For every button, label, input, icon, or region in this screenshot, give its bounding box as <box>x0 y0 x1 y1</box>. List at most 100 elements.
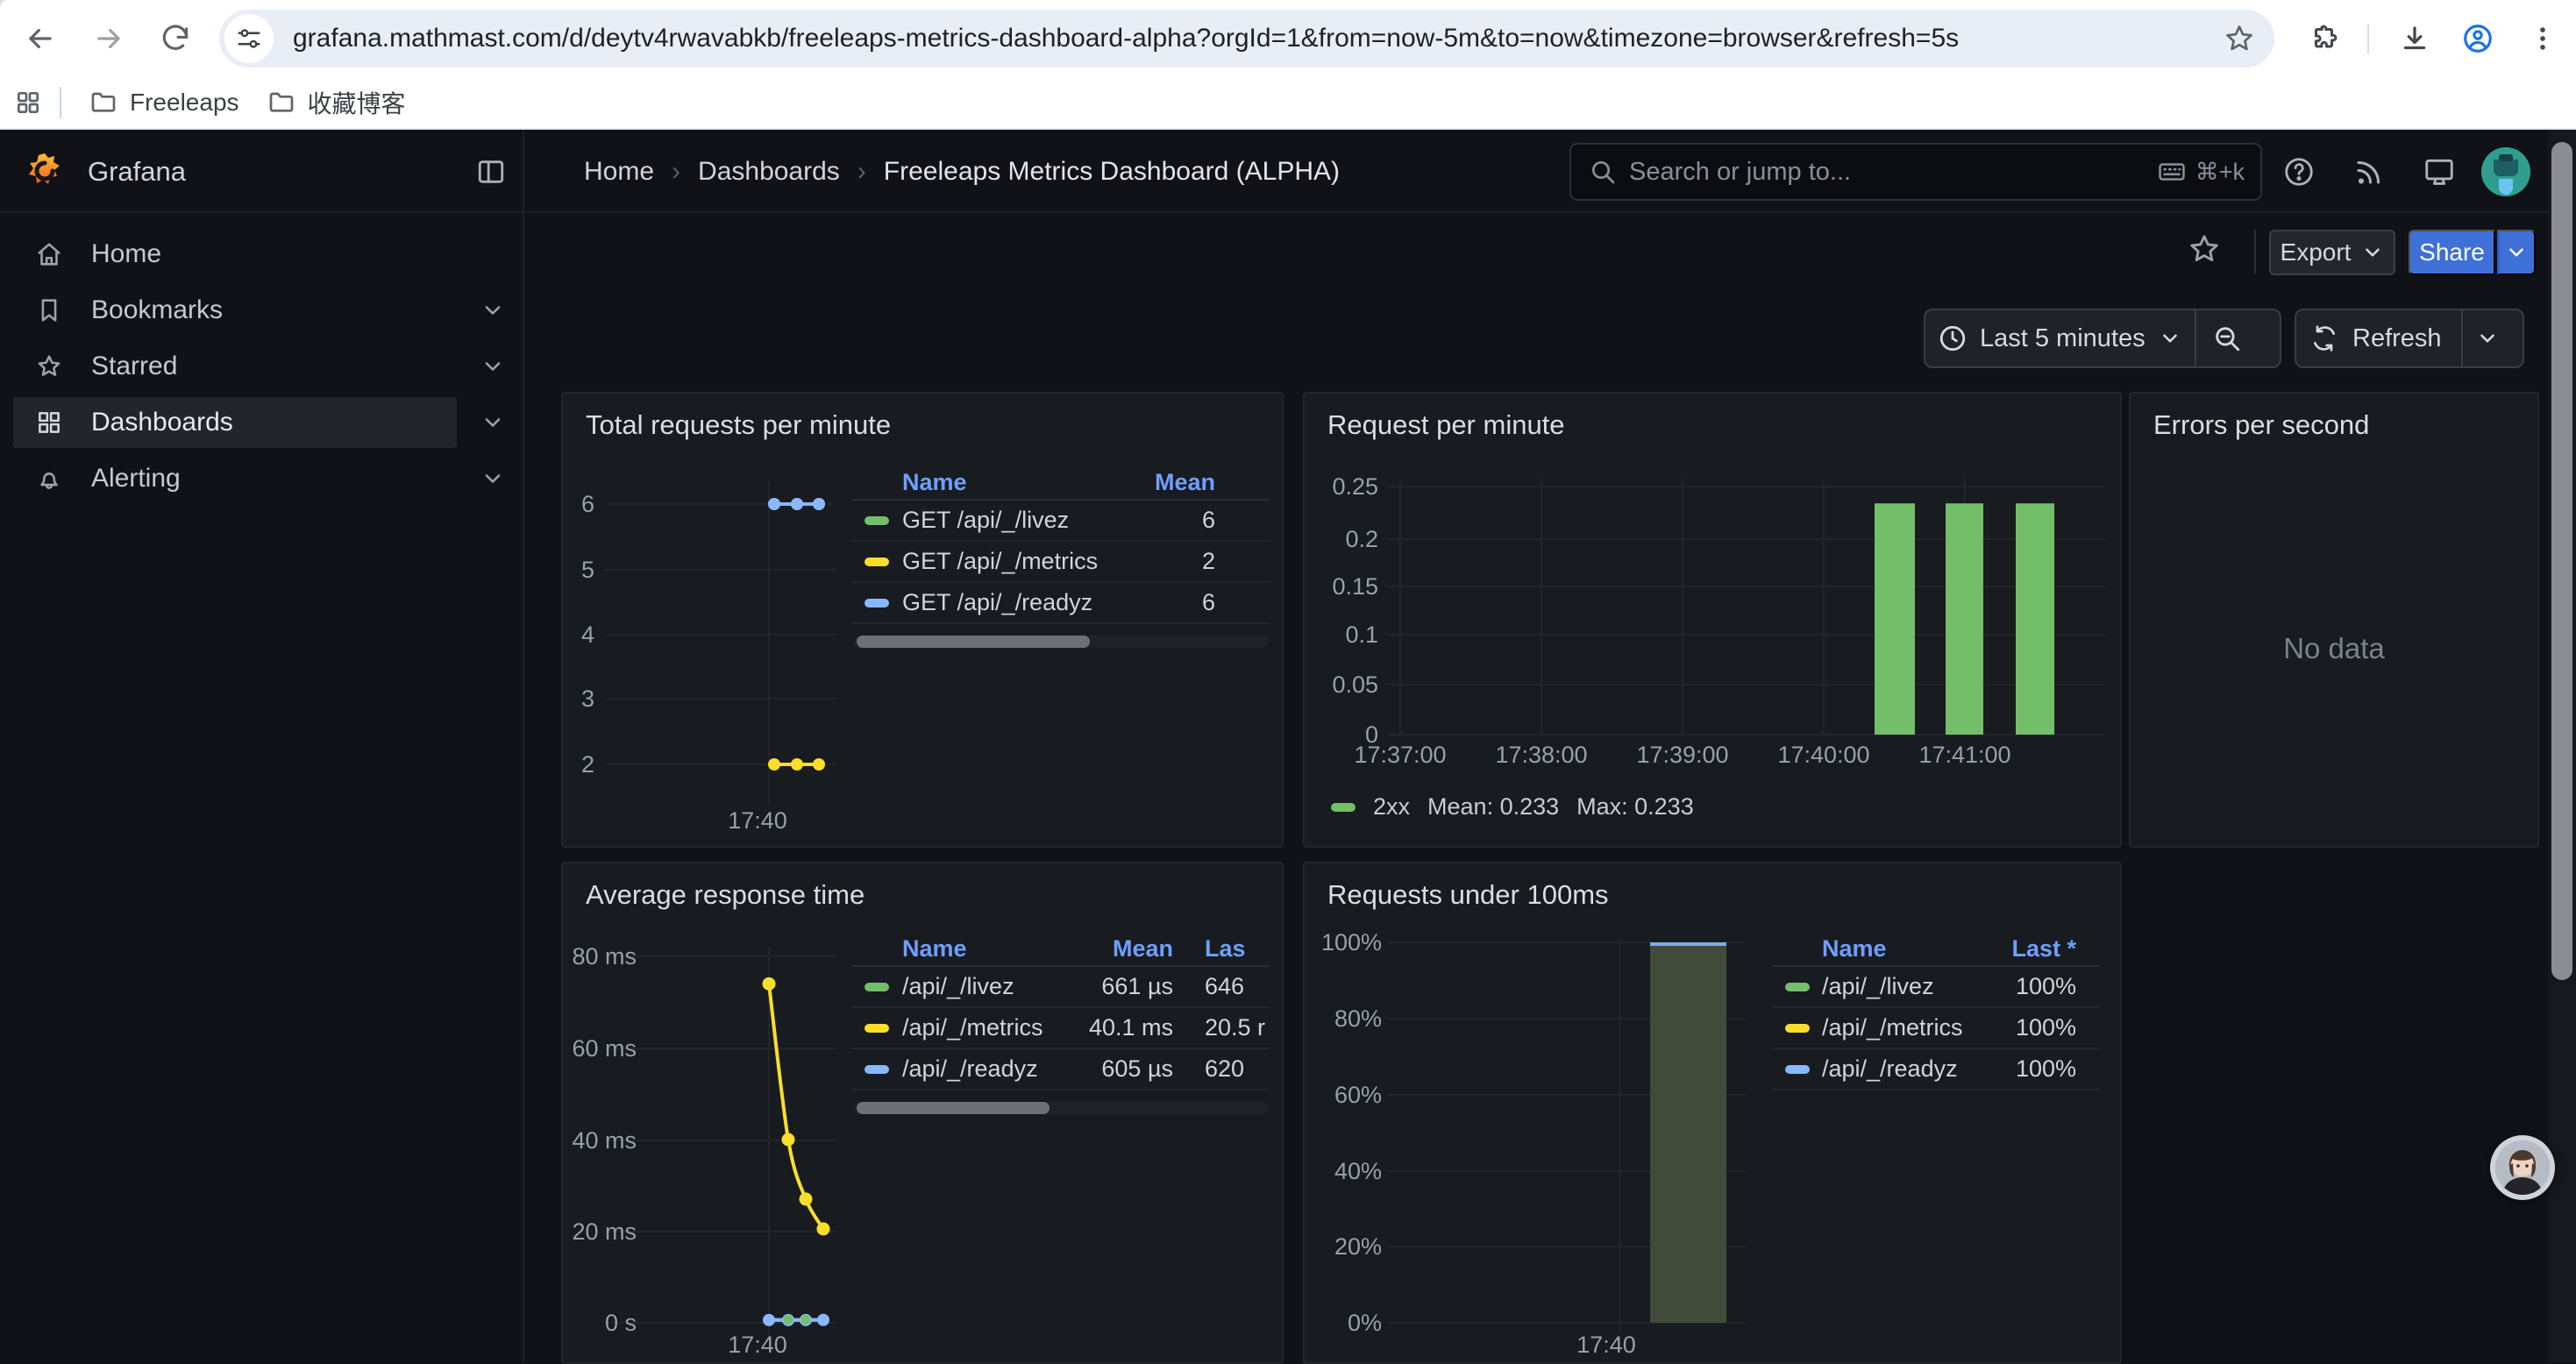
search-shortcut: ⌘+k <box>2157 157 2245 187</box>
chevron-down-icon <box>2361 241 2384 264</box>
zoom-out-icon[interactable] <box>2196 310 2258 366</box>
table-scrollbar-track <box>853 1102 1268 1114</box>
bookmark-folder-blogs[interactable]: 收藏博客 <box>253 78 420 127</box>
svg-text:0%: 0% <box>1348 1310 1382 1336</box>
column-name[interactable]: Name <box>1822 935 1976 963</box>
series-name[interactable]: 2xx <box>1373 793 1410 821</box>
series-last: 100% <box>1976 1014 2099 1041</box>
refresh-icon[interactable] <box>2296 310 2352 366</box>
sidebar-item-home[interactable]: Home <box>0 229 523 280</box>
breadcrumb-current: Freeleaps Metrics Dashboard (ALPHA) <box>884 157 1340 187</box>
sidebar-item-bookmarks[interactable]: Bookmarks <box>0 285 523 336</box>
series-name[interactable]: /api/_/metrics <box>1822 1014 1976 1041</box>
browser-reload-icon[interactable] <box>156 19 195 58</box>
series-name[interactable]: /api/_/livez <box>902 973 1064 1000</box>
series-swatch <box>1785 1065 1810 1074</box>
series-last: 646 <box>1173 973 1270 1000</box>
table-scrollbar-thumb[interactable] <box>857 1102 1050 1114</box>
column-2[interactable]: Las <box>1173 935 1270 963</box>
legend-row[interactable]: /api/_/metrics40.1 ms20.5 r <box>851 1008 1270 1049</box>
legend-row[interactable]: GET /api/_/readyz6 <box>851 583 1270 624</box>
series-name[interactable]: GET /api/_/livez <box>902 507 1112 534</box>
site-settings-icon[interactable] <box>224 14 274 63</box>
legend-row[interactable]: GET /api/_/livez6 <box>851 501 1270 542</box>
chart-legend: 2xx Mean: 0.233 Max: 0.233 <box>1331 793 1694 821</box>
series-swatch <box>865 983 889 991</box>
sidebar-toggle-icon[interactable] <box>472 153 510 191</box>
url-text[interactable]: grafana.mathmast.com/d/deytv4rwavabkb/fr… <box>293 24 2213 53</box>
sidebar-nav: Home BookmarksStarred Dashboards Alerting <box>0 224 523 509</box>
apps-grid-icon[interactable] <box>0 83 56 122</box>
favorite-dashboard-star-icon[interactable] <box>2185 230 2224 268</box>
series-name[interactable]: GET /api/_/readyz <box>902 589 1112 616</box>
column-name[interactable]: Name <box>902 469 1112 496</box>
display-icon[interactable] <box>2420 153 2459 191</box>
series-name[interactable]: GET /api/_/metrics <box>902 548 1112 575</box>
column-1[interactable]: Mean <box>1112 469 1270 496</box>
legend-table: NameLast */api/_/livez100%/api/_/metrics… <box>1773 932 2099 1090</box>
grafana-logo[interactable] <box>25 151 65 191</box>
series-swatch <box>865 558 889 566</box>
breadcrumb-dashboards[interactable]: Dashboards <box>698 157 840 187</box>
series-swatch <box>865 516 889 525</box>
browser-back-icon[interactable] <box>21 19 60 58</box>
column-name[interactable]: Name <box>902 935 1064 963</box>
breadcrumb-home[interactable]: Home <box>584 157 654 187</box>
breadcrumb: Home › Dashboards › Freeleaps Metrics Da… <box>584 130 1340 213</box>
sidebar-item-label: Home <box>91 239 161 269</box>
chevron-down-icon[interactable] <box>477 463 509 494</box>
browser-address-bar[interactable]: grafana.mathmast.com/d/deytv4rwavabkb/fr… <box>219 10 2274 67</box>
brand-label[interactable]: Grafana <box>88 156 186 188</box>
column-1[interactable]: Mean <box>1064 935 1173 963</box>
refresh-label[interactable]: Refresh <box>2352 324 2442 353</box>
legend-row[interactable]: GET /api/_/metrics2 <box>851 542 1270 583</box>
chevron-down-icon[interactable] <box>477 351 509 382</box>
extensions-icon[interactable] <box>2306 19 2345 58</box>
series-name[interactable]: /api/_/livez <box>1822 973 1976 1000</box>
panel-title[interactable]: Errors per second <box>2153 409 2369 441</box>
legend-row[interactable]: /api/_/livez100% <box>1773 967 2099 1008</box>
series-last: 620 <box>1173 1055 1270 1083</box>
chevron-down-icon[interactable] <box>477 295 509 326</box>
column-1[interactable]: Last * <box>1976 935 2099 963</box>
folder-icon <box>89 89 117 117</box>
downloads-icon[interactable] <box>2395 19 2434 58</box>
export-button[interactable]: Export <box>2269 230 2395 275</box>
user-avatar[interactable] <box>2481 147 2530 196</box>
refresh-interval-chevron-icon[interactable] <box>2463 310 2512 366</box>
time-range-label[interactable]: Last 5 minutes <box>1980 324 2145 353</box>
series-name[interactable]: /api/_/readyz <box>902 1055 1064 1083</box>
profile-icon[interactable] <box>2459 19 2497 58</box>
series-swatch <box>1785 983 1810 991</box>
legend-row[interactable]: /api/_/livez661 µs646 <box>851 967 1270 1008</box>
sidebar-item-label: Dashboards <box>91 408 233 437</box>
legend-row[interactable]: /api/_/readyz100% <box>1773 1049 2099 1090</box>
help-icon[interactable] <box>2280 153 2318 191</box>
assistant-avatar-button[interactable] <box>2490 1135 2555 1200</box>
bookmark-star-icon[interactable] <box>2213 12 2266 65</box>
actions-separator <box>2254 230 2256 274</box>
sidebar-item-alerting[interactable]: Alerting <box>0 453 523 504</box>
table-scrollbar-thumb[interactable] <box>857 636 1090 648</box>
legend-table-header: NameLast * <box>1773 932 2099 967</box>
bookmark-folder-freeleaps[interactable]: Freeleaps <box>75 82 253 124</box>
sidebar-item-starred[interactable]: Starred <box>0 341 523 392</box>
series-name[interactable]: /api/_/readyz <box>1822 1055 1976 1083</box>
series-name[interactable]: /api/_/metrics <box>902 1014 1064 1041</box>
series-mean: 2 <box>1112 548 1270 575</box>
search-input[interactable]: Search or jump to... ⌘+k <box>1569 143 2262 201</box>
series-last: 100% <box>1976 1055 2099 1083</box>
legend-row[interactable]: /api/_/metrics100% <box>1773 1008 2099 1049</box>
browser-forward-icon[interactable] <box>89 19 128 58</box>
legend-row[interactable]: /api/_/readyz605 µs620 <box>851 1049 1270 1090</box>
share-button[interactable]: Share <box>2409 230 2495 275</box>
svg-text:20 ms: 20 ms <box>572 1218 637 1245</box>
news-rss-icon[interactable] <box>2350 153 2388 191</box>
share-menu-button[interactable] <box>2497 230 2536 275</box>
page-scrollbar-thumb[interactable] <box>2551 142 2572 980</box>
sidebar-item-dashboards[interactable]: Dashboards <box>0 397 523 448</box>
clock-icon[interactable] <box>1925 310 1980 366</box>
browser-menu-icon[interactable] <box>2523 19 2562 58</box>
chevron-down-icon[interactable] <box>477 407 509 438</box>
chevron-down-icon[interactable] <box>2145 310 2195 366</box>
